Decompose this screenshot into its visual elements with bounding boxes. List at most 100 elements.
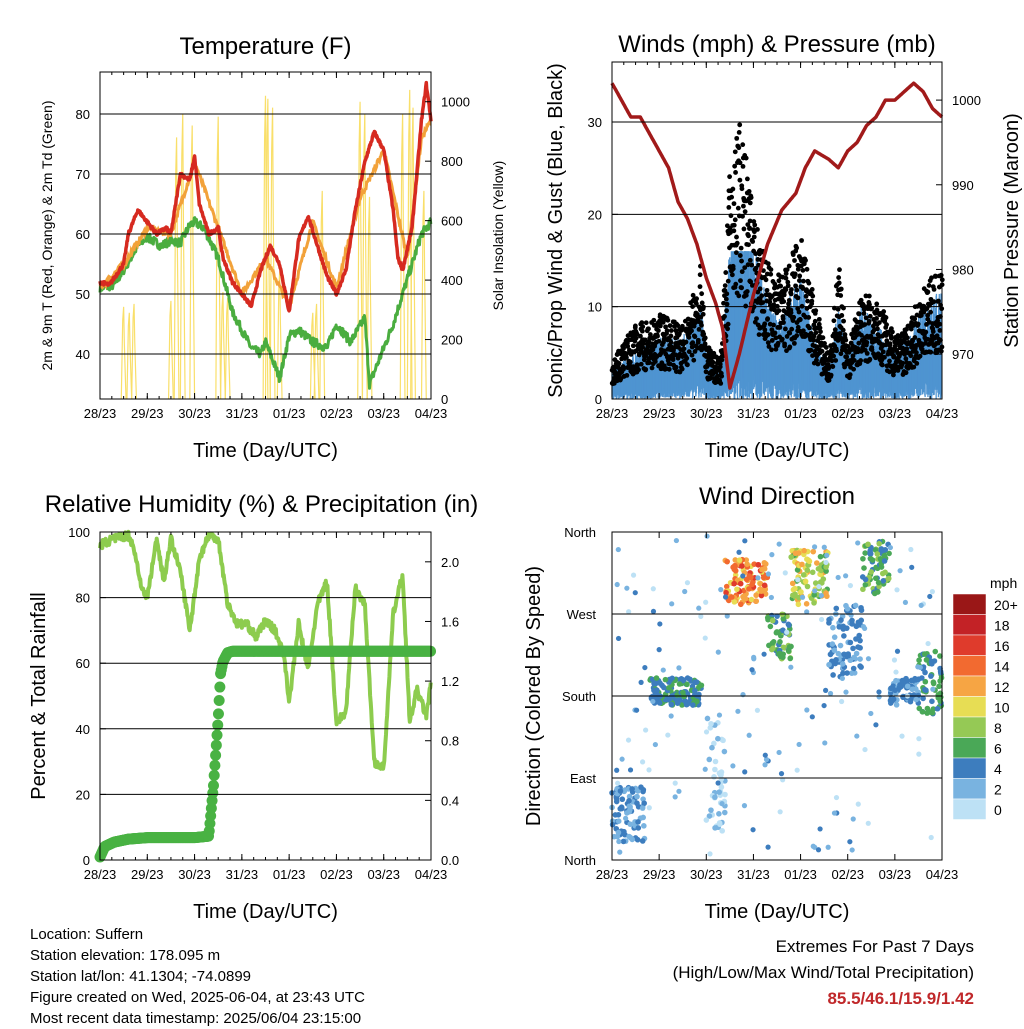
insolation-spike — [179, 113, 186, 400]
direction-point — [626, 798, 632, 804]
gust-point — [641, 341, 646, 346]
direction-point — [880, 578, 887, 584]
direction-point — [709, 744, 715, 751]
gust-point — [792, 271, 798, 277]
direction-point — [763, 756, 770, 763]
direction-point — [706, 756, 713, 763]
gust-point — [734, 240, 740, 246]
direction-point — [837, 642, 844, 649]
y-tick-label: 30 — [588, 115, 602, 130]
gust-point — [722, 283, 728, 289]
gust-point — [891, 368, 897, 374]
direction-point — [893, 669, 899, 675]
insolation-spike — [309, 312, 316, 400]
direction-point — [811, 592, 818, 598]
gust-point — [931, 286, 937, 292]
legend-swatch — [952, 757, 987, 779]
direction-point — [723, 583, 730, 590]
gust-point — [743, 303, 749, 309]
direction-point — [804, 707, 810, 713]
direction-point — [922, 686, 928, 693]
y-tick-label: South — [562, 689, 596, 704]
direction-point — [721, 748, 728, 755]
gust-point — [814, 357, 819, 363]
direction-point — [907, 698, 914, 705]
direction-point — [916, 657, 922, 664]
gust-point — [751, 234, 757, 240]
extremes-values: 85.5/46.1/15.9/1.42 — [827, 989, 974, 1008]
direction-point — [850, 645, 856, 652]
gust-point — [844, 354, 850, 360]
direction-point — [769, 617, 776, 624]
direction-point — [706, 813, 713, 819]
precip-point — [214, 681, 226, 693]
direction-point — [750, 827, 756, 833]
gust-point — [850, 353, 856, 359]
gust-point — [793, 283, 798, 289]
x-tick-label: 03/23 — [879, 867, 912, 882]
direction-point — [634, 836, 641, 843]
direction-point — [824, 552, 830, 558]
direction-point — [704, 715, 711, 722]
y2-tick-label: 970 — [952, 347, 974, 362]
gust-point — [831, 353, 837, 359]
x-tick-label: 31/23 — [737, 406, 770, 421]
gust-point — [936, 298, 941, 304]
direction-point — [614, 767, 620, 773]
gust-point — [665, 317, 671, 323]
gust-point — [881, 309, 887, 314]
direction-point — [777, 639, 783, 645]
direction-point — [676, 665, 682, 671]
x-tick-label: 28/23 — [84, 867, 117, 882]
insolation-spike — [420, 190, 427, 400]
gust-point — [869, 347, 875, 353]
x-tick-label: 04/23 — [415, 406, 448, 421]
direction-point — [804, 567, 811, 574]
direction-point — [761, 582, 768, 589]
gust-point — [801, 278, 806, 284]
direction-point — [829, 641, 836, 647]
gust-point — [660, 319, 666, 325]
gust-point — [835, 306, 841, 312]
insolation-spike — [224, 297, 231, 400]
direction-point — [640, 788, 646, 795]
direction-point — [635, 825, 642, 831]
y2-tick-label: 2.0 — [441, 555, 459, 570]
gust-point — [747, 200, 753, 206]
direction-point — [789, 580, 796, 587]
direction-point — [819, 580, 825, 586]
direction-point — [833, 605, 840, 612]
direction-point — [900, 680, 907, 686]
direction-point — [711, 774, 717, 780]
direction-point — [650, 698, 656, 705]
y-tick-label: 40 — [76, 347, 90, 362]
direction-point — [821, 544, 827, 550]
direction-point — [811, 544, 818, 550]
gust-point — [742, 209, 748, 215]
gust-point — [765, 316, 771, 322]
direction-point — [882, 569, 888, 576]
gust-point — [905, 335, 910, 341]
direction-point — [908, 546, 914, 553]
direction-point — [794, 767, 800, 773]
gust-point — [816, 316, 822, 322]
gust-point — [847, 372, 853, 378]
direction-point — [855, 644, 861, 650]
gust-point — [743, 292, 749, 298]
gust-point — [903, 356, 909, 362]
gust-point — [807, 325, 812, 331]
gust-point — [783, 287, 789, 292]
direction-point — [860, 586, 866, 593]
direction-point — [765, 844, 771, 850]
gust-point — [689, 328, 694, 334]
direction-point — [755, 575, 761, 581]
extremes-subtitle: (High/Low/Max Wind/Total Precipitation) — [672, 963, 974, 982]
direction-point — [810, 843, 816, 849]
gust-point — [791, 340, 797, 346]
direction-point — [635, 819, 641, 825]
direction-point — [702, 635, 708, 641]
gust-point — [733, 250, 739, 256]
elevation-text: Station elevation: 178.095 m — [30, 947, 221, 964]
gust-point — [645, 343, 651, 349]
direction-point — [743, 557, 750, 563]
